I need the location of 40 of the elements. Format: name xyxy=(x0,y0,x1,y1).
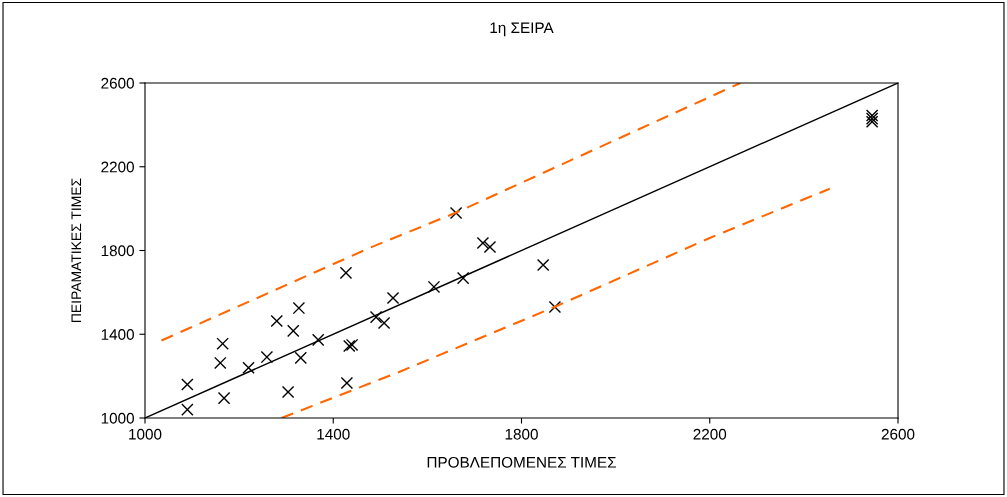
y-tick-label: 1400 xyxy=(101,329,134,340)
point xyxy=(377,316,391,330)
x-tick-label: 1000 xyxy=(129,428,162,440)
chart-title: 1η ΣΕΙΡΑ xyxy=(490,22,554,37)
point xyxy=(270,314,284,328)
point xyxy=(242,361,255,375)
x-axis-title: ΠΡΟΒΛΕΠΟΜΕΝΕΣ ΤΙΜΕΣ xyxy=(427,456,616,468)
y-tick-label: 2200 xyxy=(101,161,134,173)
point xyxy=(286,324,300,338)
point xyxy=(548,300,562,314)
point xyxy=(386,291,400,305)
point xyxy=(536,258,550,272)
x-tick-label: 2600 xyxy=(881,428,915,440)
point xyxy=(181,403,194,416)
x-tick-label: 1400 xyxy=(317,428,350,440)
point xyxy=(217,391,231,405)
point xyxy=(216,337,229,350)
x-tick-label: 2200 xyxy=(693,428,727,440)
point xyxy=(292,301,306,315)
point xyxy=(260,350,274,364)
point xyxy=(369,310,383,324)
point xyxy=(281,385,295,399)
y-tick-label: 1000 xyxy=(101,412,134,424)
line-series xyxy=(280,187,831,418)
point xyxy=(340,376,354,390)
point xyxy=(311,333,325,347)
point xyxy=(214,356,227,370)
point xyxy=(294,351,308,365)
point xyxy=(476,236,490,250)
point xyxy=(427,280,441,294)
point xyxy=(181,378,194,391)
line-series xyxy=(160,83,742,342)
y-tick-label: 2600 xyxy=(101,77,134,89)
point xyxy=(456,271,470,285)
x-tick-label: 1800 xyxy=(505,428,538,440)
y-tick-label: 1800 xyxy=(101,245,134,257)
y-axis-title: ΠΕΙΡΑΜΑΤΙΚΕΣ ΤΙΜΕΣ xyxy=(71,178,82,323)
point xyxy=(339,266,353,280)
point xyxy=(483,240,497,254)
point xyxy=(449,206,463,220)
